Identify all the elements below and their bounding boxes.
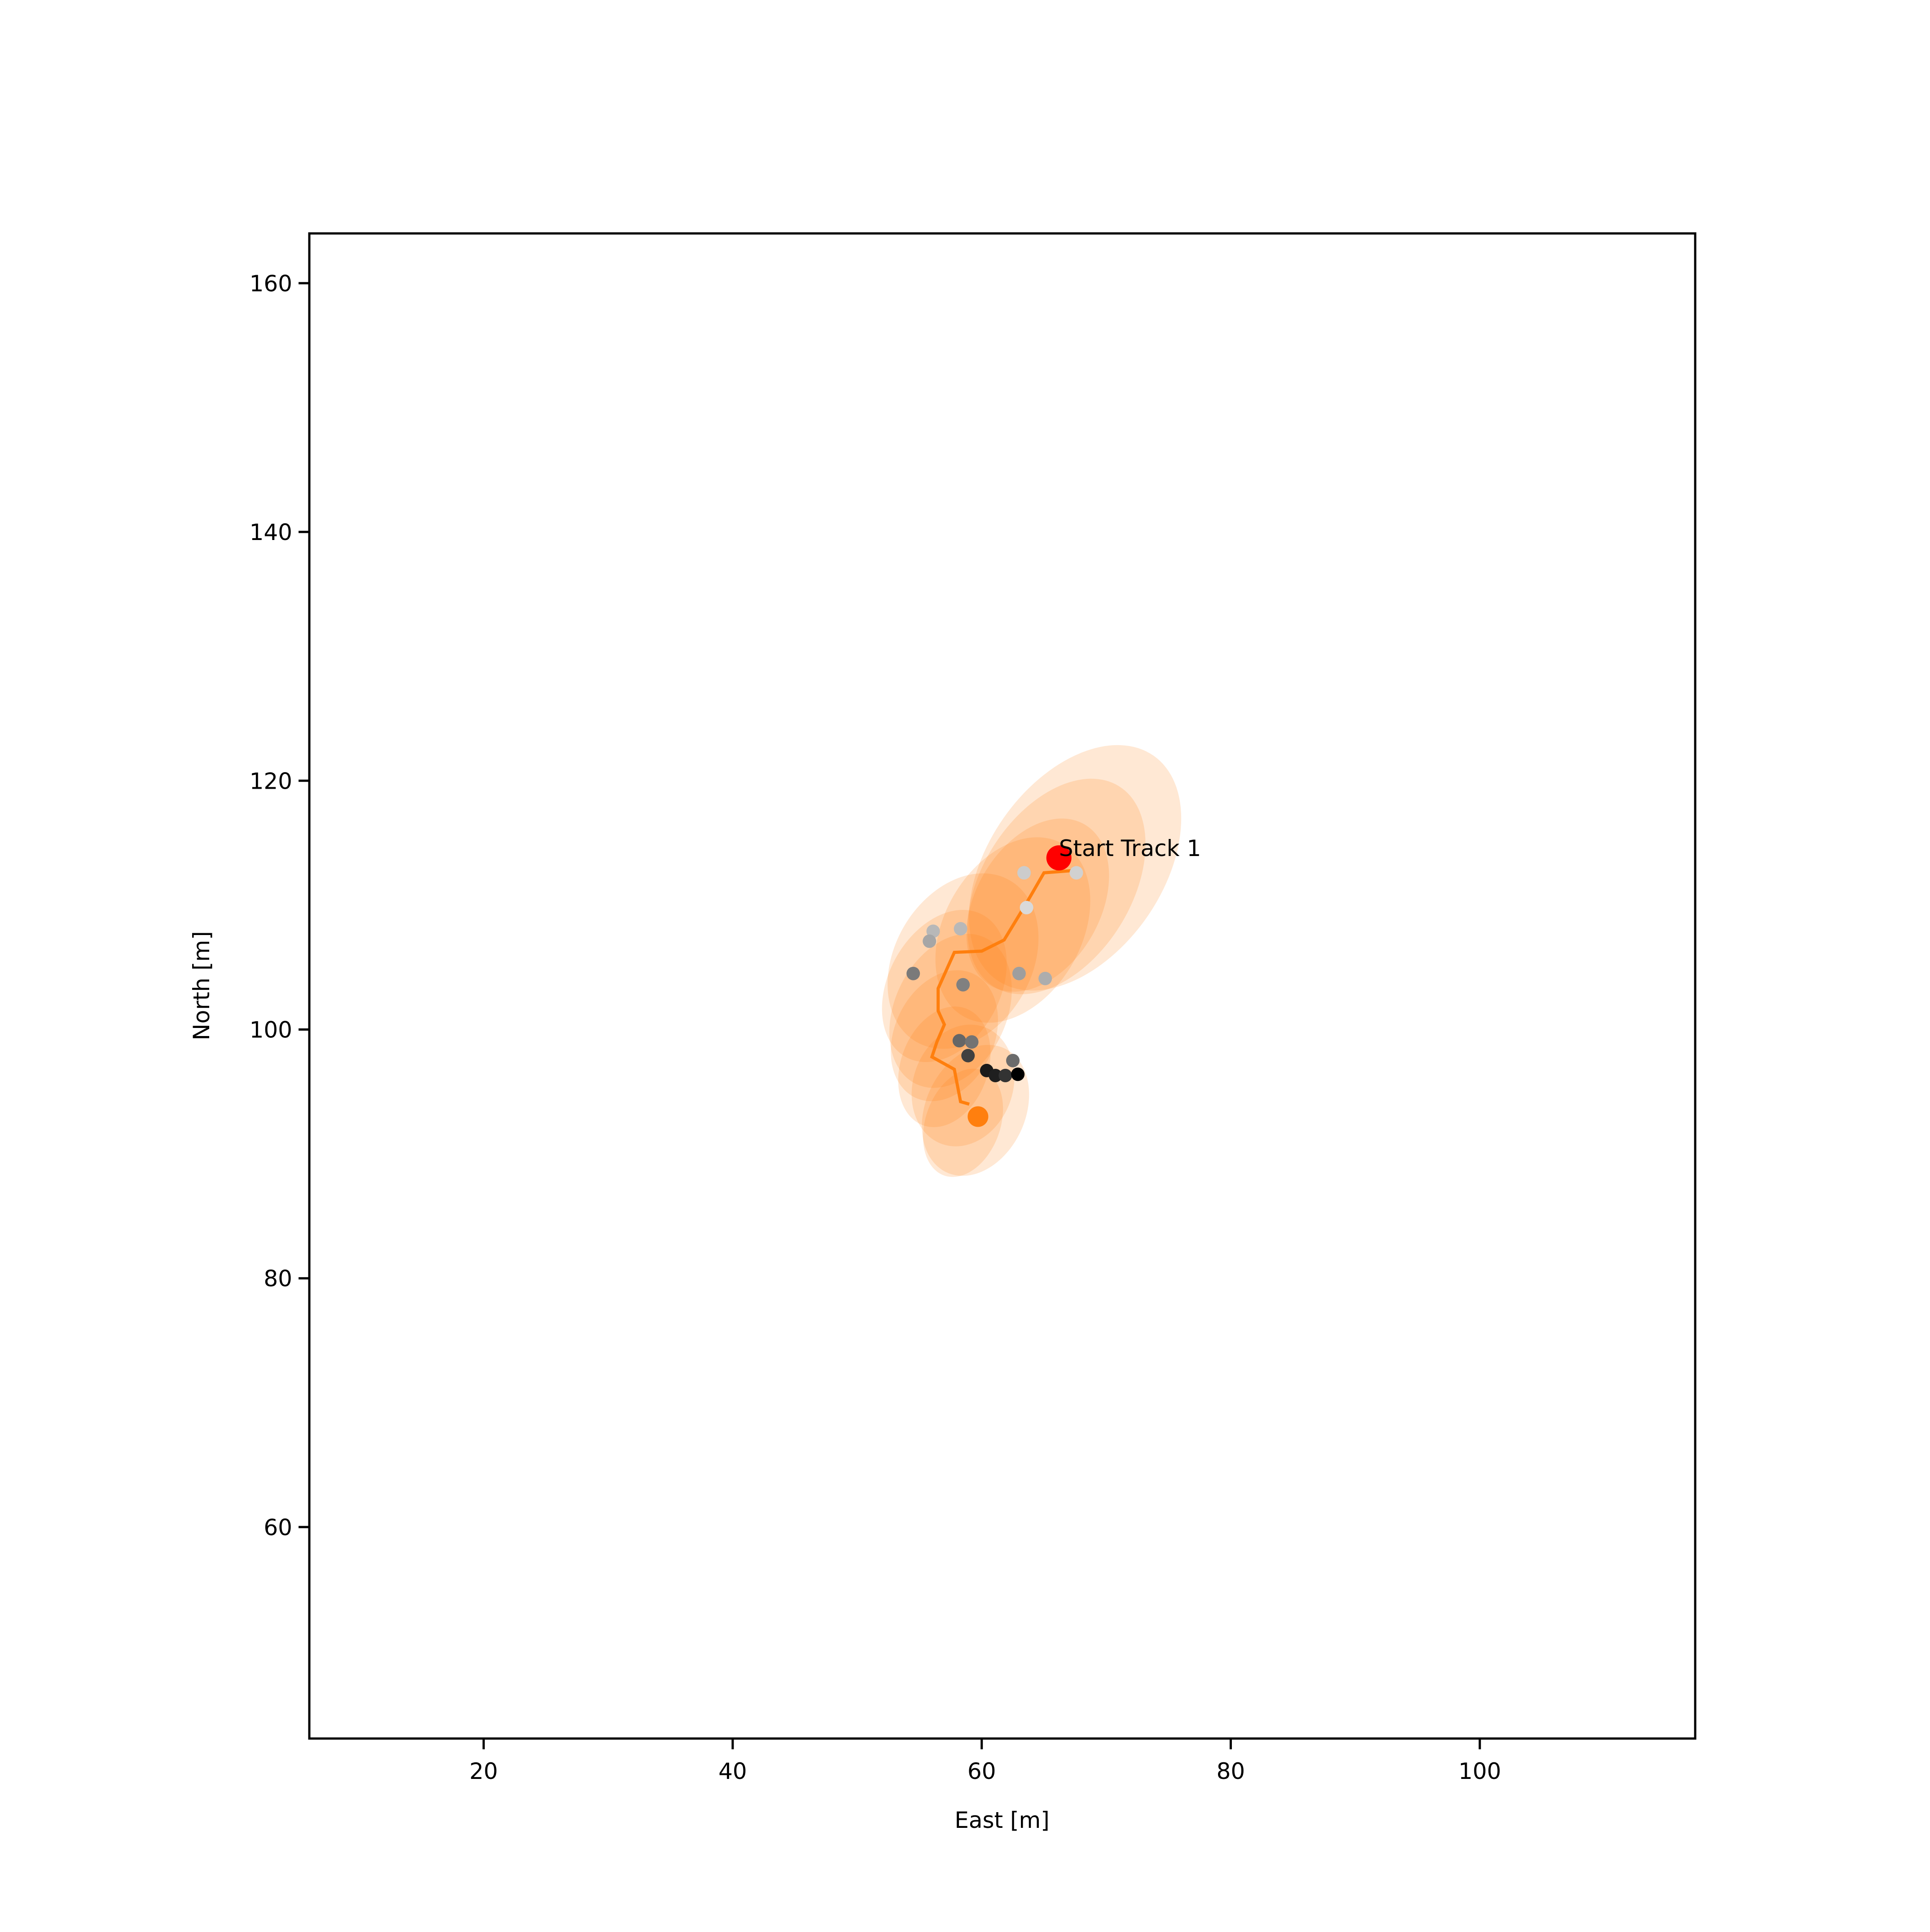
covariance-ellipse-8 bbox=[891, 970, 998, 1102]
x-axis-ticks: 20 40 60 80 100 bbox=[469, 1739, 1501, 1784]
measurement-point-2 bbox=[1069, 866, 1083, 880]
covariance-ellipse-2 bbox=[967, 778, 1146, 994]
x-axis-label: East [m] bbox=[954, 1807, 1050, 1833]
measurement-point-18 bbox=[1011, 1067, 1025, 1081]
measurement-point-5 bbox=[954, 922, 967, 936]
measurements bbox=[906, 866, 1083, 1083]
x-tick-label-40: 40 bbox=[718, 1758, 747, 1784]
covariance-ellipses bbox=[882, 745, 1182, 1177]
measurement-point-10 bbox=[956, 978, 970, 992]
x-tick-label-80: 80 bbox=[1217, 1758, 1245, 1784]
y-tick-label-100: 100 bbox=[250, 1017, 292, 1043]
plot-area bbox=[882, 745, 1182, 1177]
measurement-point-12 bbox=[965, 1035, 979, 1049]
covariance-ellipse-12 bbox=[923, 1068, 1003, 1177]
measurement-point-11 bbox=[952, 1034, 966, 1048]
covariance-ellipse-7 bbox=[889, 934, 1012, 1088]
y-axis-ticks: 60 80 100 120 140 160 bbox=[250, 271, 309, 1541]
measurement-point-13 bbox=[961, 1049, 975, 1063]
y-tick-label-80: 80 bbox=[264, 1266, 292, 1292]
track-start-point bbox=[1046, 845, 1072, 871]
covariance-ellipse-3 bbox=[966, 818, 1109, 992]
covariance-ellipse-6 bbox=[882, 910, 1007, 1062]
measurement-point-6 bbox=[923, 934, 936, 948]
y-tick-label-140: 140 bbox=[250, 519, 292, 545]
measurement-point-9 bbox=[906, 966, 920, 980]
measurement-point-7 bbox=[1012, 966, 1026, 980]
x-tick-label-60: 60 bbox=[967, 1758, 996, 1784]
covariance-ellipse-9 bbox=[898, 1006, 991, 1127]
y-tick-label-120: 120 bbox=[250, 768, 292, 794]
y-tick-label-60: 60 bbox=[264, 1515, 292, 1541]
y-axis-label: North [m] bbox=[189, 931, 215, 1040]
measurement-point-3 bbox=[1020, 900, 1033, 914]
measurement-point-1 bbox=[1017, 866, 1031, 880]
covariance-ellipse-5 bbox=[888, 873, 1039, 1049]
measurement-point-8 bbox=[1038, 971, 1052, 985]
measurement-point-17 bbox=[998, 1069, 1012, 1083]
measurement-point-16 bbox=[989, 1069, 1002, 1083]
covariance-ellipse-10 bbox=[911, 1024, 1015, 1146]
x-tick-label-100: 100 bbox=[1458, 1758, 1501, 1784]
axes-frame bbox=[308, 232, 1697, 1740]
start-track-label: Start Track 1 bbox=[1059, 835, 1201, 861]
track-end-point bbox=[967, 1106, 989, 1127]
measurement-point-14 bbox=[1006, 1054, 1020, 1067]
y-tick-label-160: 160 bbox=[250, 271, 292, 297]
x-tick-label-20: 20 bbox=[469, 1758, 498, 1784]
